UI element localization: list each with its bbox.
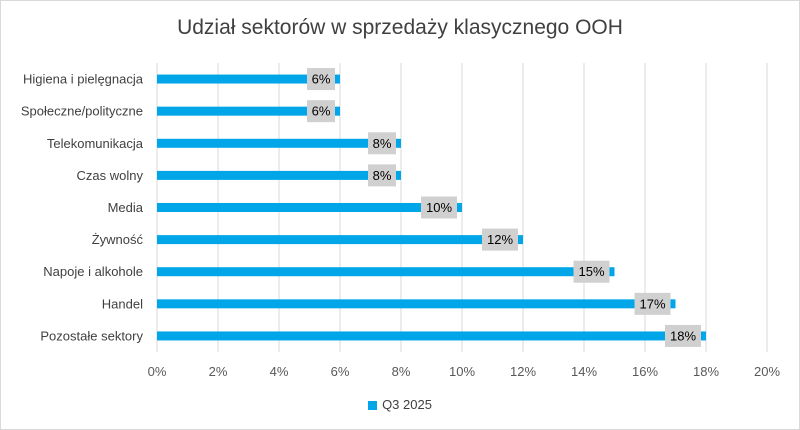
data-label: 10% xyxy=(426,200,452,215)
data-label-box xyxy=(368,132,396,155)
x-tick-label: 20% xyxy=(754,364,780,379)
bar xyxy=(157,203,462,212)
category-label: Społeczne/polityczne xyxy=(21,104,143,119)
category-label: Media xyxy=(108,200,144,215)
data-label-box xyxy=(307,100,335,123)
bar xyxy=(157,74,340,84)
data-label: 12% xyxy=(487,232,513,247)
category-label: Handel xyxy=(102,296,143,311)
x-tick-label: 8% xyxy=(392,364,411,379)
data-label-box xyxy=(421,196,457,219)
data-label: 8% xyxy=(373,168,392,183)
data-label: 8% xyxy=(373,136,392,151)
data-label: 15% xyxy=(578,264,604,279)
bar xyxy=(157,235,523,245)
bar xyxy=(157,170,401,180)
bar xyxy=(157,299,676,309)
bar xyxy=(157,138,401,148)
legend: Q3 2025 xyxy=(0,397,800,412)
x-tick-label: 4% xyxy=(270,364,289,379)
x-tick-label: 10% xyxy=(449,364,475,379)
x-tick-label: 12% xyxy=(510,364,536,379)
x-tick-label: 14% xyxy=(571,364,597,379)
category-label: Czas wolny xyxy=(77,168,144,183)
data-label-box xyxy=(665,324,701,347)
data-label-box xyxy=(307,68,335,91)
legend-label: Q3 2025 xyxy=(382,397,432,412)
category-label: Higiena i pielęgnacja xyxy=(23,72,144,87)
bar xyxy=(157,331,706,341)
category-label: Żywność xyxy=(92,232,144,247)
data-label: 6% xyxy=(312,104,331,119)
bar xyxy=(157,267,615,277)
category-label: Telekomunikacja xyxy=(47,136,144,151)
data-label-box xyxy=(573,260,610,283)
x-tick-label: 16% xyxy=(632,364,658,379)
category-label: Napoje i alkohole xyxy=(43,264,143,279)
x-tick-label: 0% xyxy=(148,364,167,379)
data-label: 18% xyxy=(670,328,696,343)
data-label-box xyxy=(368,164,396,187)
legend-swatch xyxy=(368,401,378,410)
x-tick-label: 6% xyxy=(331,364,350,379)
x-tick-label: 2% xyxy=(209,364,228,379)
data-label-box xyxy=(482,228,518,251)
x-tick-label: 18% xyxy=(693,364,719,379)
category-label: Pozostałe sektory xyxy=(40,328,143,343)
data-label-box xyxy=(634,292,671,315)
data-label: 17% xyxy=(639,296,665,311)
chart-title: Udział sektorów w sprzedaży klasycznego … xyxy=(177,16,623,39)
bar xyxy=(157,106,340,116)
data-label: 6% xyxy=(312,72,331,87)
